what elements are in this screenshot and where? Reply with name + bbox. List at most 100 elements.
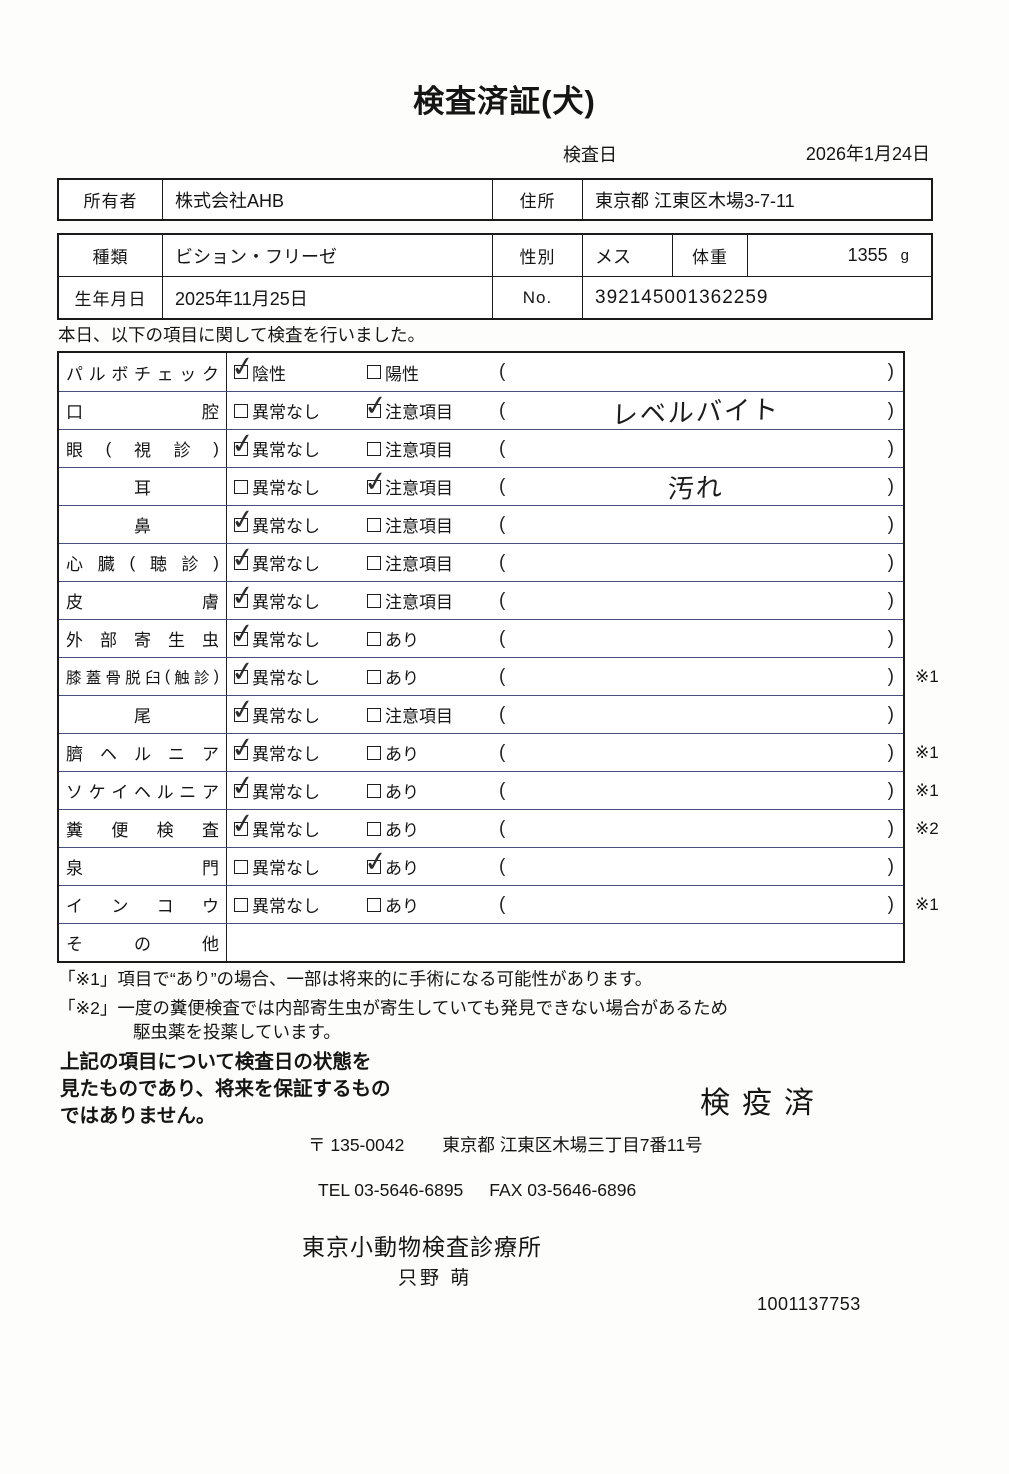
checkbox-icon [234,403,248,418]
weight-label: 体重 [672,235,747,276]
footnote-ref: ※2 [915,818,939,838]
option-1: 異常なし [234,398,320,423]
option-2: 注意項目 [367,474,453,499]
note-field: ( ) [499,552,903,574]
checklist-row-options: 異常なし 注意項目 ( ) [227,430,903,467]
paren-close: ) [887,779,894,801]
option-1-slot: 異常なし [234,740,367,765]
option-2-label: あり [385,821,419,840]
option-1-slot: 異常なし [234,664,367,689]
checkbox-icon [367,441,381,456]
checkbox-icon [234,783,248,798]
disclaimer-line-1: 上記の項目について検査日の状態を [60,1051,372,1073]
paren-open: ( [499,589,506,611]
paren-close: ) [887,361,894,382]
paren-open: ( [499,855,506,877]
option-2-slot: 注意項目 [367,512,499,537]
option-2-label: 注意項目 [385,403,453,422]
option-1-slot: 陰性 [234,360,367,385]
checklist-row: 鼻 異常なし 注意項目 ( ) [59,505,903,543]
option-1: 異常なし [234,588,320,613]
checklist-item-label: 膝蓋骨脱臼(触診) [59,658,227,695]
checklist-row-options [227,924,903,961]
option-1: 異常なし [234,740,320,765]
clinic-postal-line: 〒 135-0042 東京都 江東区木場三丁目7番11号 [308,1132,703,1157]
checklist-row: 尾 異常なし 注意項目 ( ) [59,695,903,733]
option-1-label: 異常なし [252,403,320,422]
paren-open: ( [499,741,506,763]
option-2-slot: 陽性 [367,360,499,385]
option-2-slot: 注意項目 [367,702,499,727]
option-1: 異常なし [234,436,320,461]
note-field: ( ) [499,856,903,878]
inspection-date-value: 2026年1月24日 [805,144,930,164]
checklist-item-label: 皮膚 [59,582,227,619]
checkbox-icon [234,555,248,570]
checkbox-icon [234,669,248,684]
document-number: 1001137753 [757,1294,861,1314]
footnote-2-continued: 駆虫薬を投薬しています。 [133,1022,341,1042]
sex-label: 性別 [492,235,582,276]
option-2-slot: 注意項目 [367,398,499,423]
note-field: ( ) [499,361,903,383]
paren-close: ) [887,817,894,839]
option-1-label: 異常なし [252,669,320,688]
option-1: 異常なし [234,626,320,651]
option-2: 注意項目 [367,550,453,575]
checkbox-icon [234,821,248,836]
no-value: 392145001362259 [582,277,931,318]
checklist-row: 口腔 異常なし 注意項目 ( レベルバイト ) [59,391,903,430]
address-label: 住所 [492,180,582,219]
checkbox-icon [234,631,248,646]
option-2-label: 注意項目 [385,441,453,460]
breed-label: 種類 [92,248,129,267]
option-2: あり [367,816,419,841]
checklist-item-label: 心臓(聴診) [59,544,227,581]
option-1-label: 異常なし [252,631,320,650]
examiner-name: 只野 萌 [398,1268,473,1289]
option-2-label: あり [385,783,419,802]
checklist-row: インコウ 異常なし あり ( ) [59,885,939,923]
paren-open: ( [499,817,506,839]
owner-label: 所有者 [83,192,138,211]
note-field: ( ) [499,666,903,688]
owner-value: 株式会社AHB [162,180,492,219]
checklist-item-label: インコウ [59,886,227,923]
checklist-row: 糞便検査 異常なし あり ( ) [59,809,939,847]
checklist-item-label: その他 [59,924,227,961]
checklist-row: 泉門 異常なし あり ( ) [59,847,903,885]
paren-open: ( [499,703,506,725]
option-1: 異常なし [234,550,320,575]
option-1-label: 陰性 [252,364,286,384]
paren-close: ) [887,627,894,649]
checkbox-icon [234,745,248,760]
option-1: 異常なし [234,664,320,689]
disclaimer-statement: 上記の項目について検査日の状態を 見たものであり、将来を保証するもの ではありま… [60,1049,391,1130]
weight-number: 1355 [847,245,888,265]
option-1-slot: 異常なし [234,550,367,575]
option-2-slot: 注意項目 [367,436,499,461]
option-1: 異常なし [234,892,320,917]
checkbox-icon [367,669,381,684]
inspection-date-label: 検査日 [563,145,617,165]
checklist-row-options: 異常なし 注意項目 ( ) [227,582,903,619]
option-1-label: 異常なし [252,821,320,840]
pet-info-table: 種類 ビション・フリーゼ 性別 メス 体重 1355 g 生年月日 2025年1… [57,233,933,320]
page-title: 検査済証(犬) [413,84,596,119]
option-2: あり [367,740,419,765]
checklist-row: 皮膚 異常なし 注意項目 ( ) [59,581,903,619]
option-2-slot: あり [367,778,499,803]
checklist-item-label: 眼(視診) [59,430,227,467]
paren-open: ( [499,399,506,421]
option-2-label: 陽性 [385,364,419,384]
note-field: ( レベルバイト ) [499,392,903,430]
checklist-row-options: 異常なし あり ( ) [227,620,903,657]
option-2: 注意項目 [367,436,453,461]
checkbox-icon [367,707,381,722]
footnote-ref: ※1 [915,666,939,686]
option-1-slot: 異常なし [234,626,367,651]
option-2: あり [367,854,419,879]
clinic-contact-line: TEL 03-5646-6895 FAX 03-5646-6896 [318,1180,636,1201]
option-1: 異常なし [234,816,320,841]
note-field: ( ) [499,818,903,840]
